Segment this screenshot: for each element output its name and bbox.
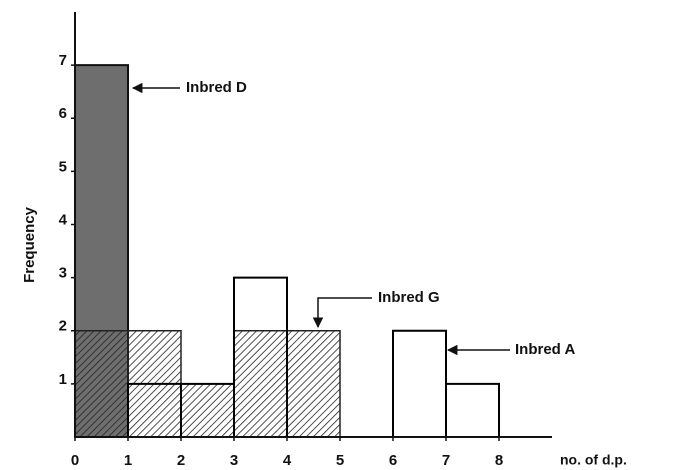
y-axis-label: Frequency (21, 206, 38, 283)
histogram-bar (180, 383, 235, 438)
callout-label: Inbred G (378, 289, 440, 306)
callout-arrow (312, 297, 372, 329)
x-tick-label: 8 (495, 452, 503, 469)
histogram-bar (233, 330, 288, 438)
x-axis-label: no. of d.p. (560, 452, 627, 468)
plot-area (74, 64, 500, 438)
y-tick-label: 2 (59, 318, 67, 335)
x-tick-label: 6 (389, 452, 397, 469)
y-tick-label: 7 (59, 52, 67, 69)
x-tick-label: 5 (336, 452, 344, 469)
histogram-bar (392, 329, 447, 438)
x-tick-label: 7 (442, 452, 450, 469)
x-tick-label: 3 (230, 452, 238, 469)
y-tick-label: 6 (59, 105, 67, 122)
histogram-bar (74, 330, 129, 438)
y-tick-label: 5 (59, 158, 67, 175)
y-tick-label: 3 (59, 265, 67, 282)
histogram-bar (286, 330, 341, 438)
callout-label: Inbred D (186, 79, 247, 96)
x-tick-label: 1 (124, 452, 132, 469)
histogram-bar (445, 382, 500, 438)
y-tick-label: 1 (59, 371, 67, 388)
x-tick-label: 2 (177, 452, 185, 469)
x-tick-label: 4 (283, 452, 292, 469)
callout-label: Inbred A (515, 341, 575, 358)
y-tick-label: 4 (59, 211, 68, 228)
x-tick-label: 0 (71, 452, 79, 469)
